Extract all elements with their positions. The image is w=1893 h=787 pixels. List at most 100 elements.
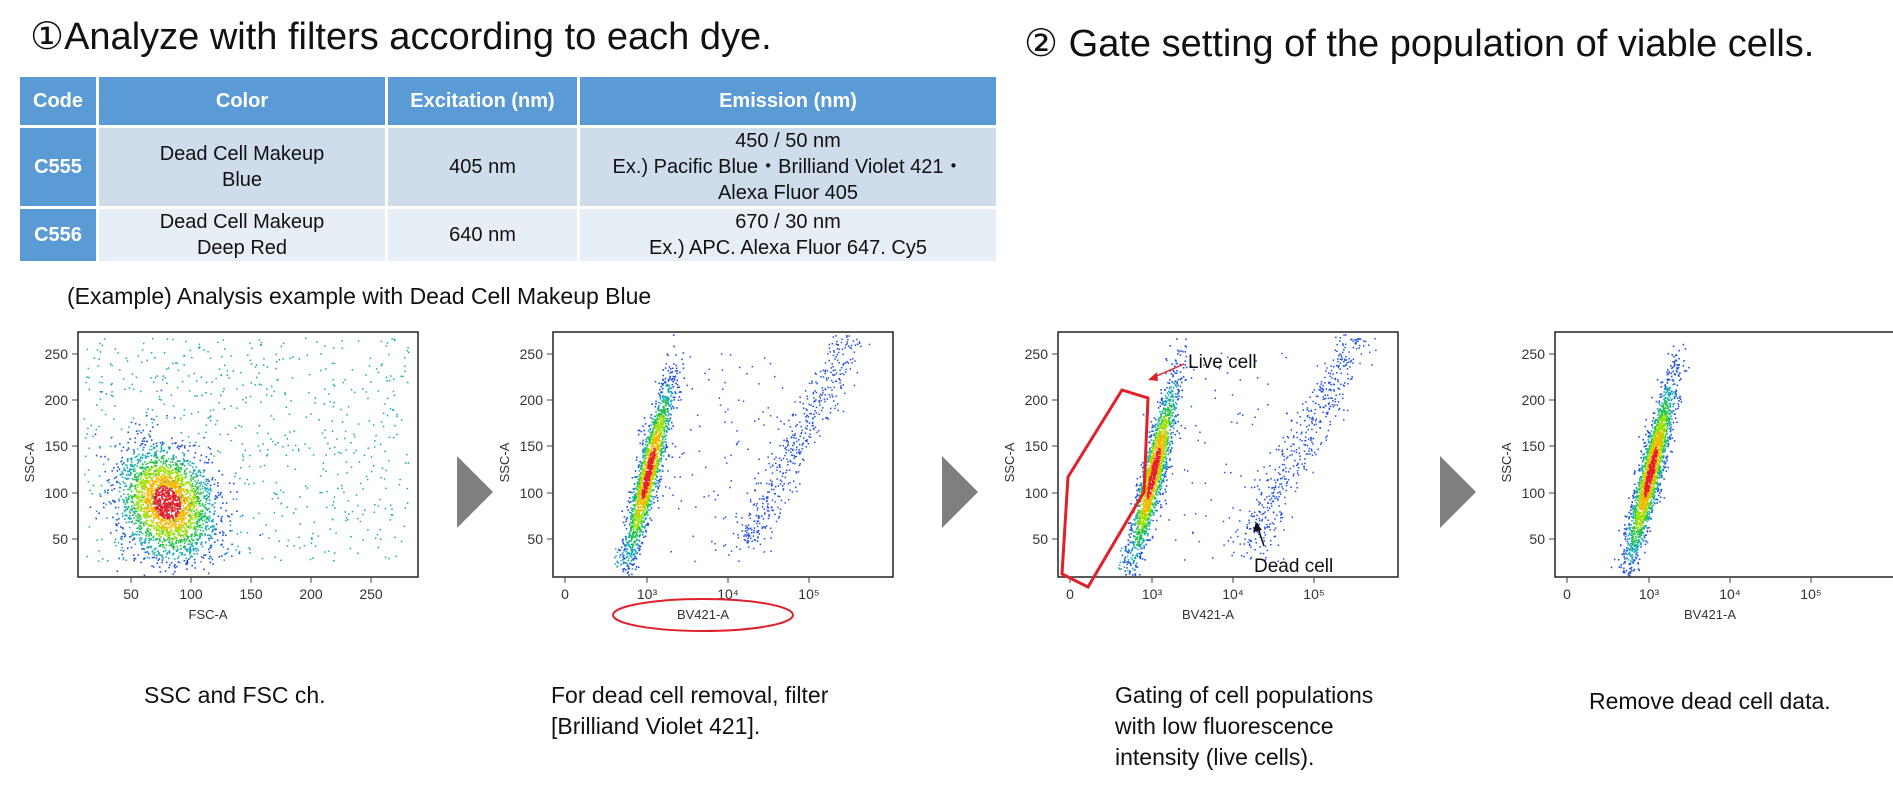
cell-event — [159, 491, 161, 494]
cell-event — [674, 396, 676, 399]
cell-event — [140, 456, 142, 458]
cell-event — [112, 395, 114, 397]
cell-event — [655, 430, 657, 432]
cell-event — [205, 526, 207, 529]
cell-event — [636, 534, 639, 537]
cell-event — [405, 462, 407, 464]
cell-event — [633, 563, 635, 565]
cell-event — [172, 519, 175, 522]
cell-event — [645, 463, 647, 466]
cell-event — [183, 483, 185, 486]
cell-event — [290, 400, 292, 402]
cell-event — [400, 419, 403, 421]
cell-event — [238, 551, 241, 553]
cell-event — [169, 446, 171, 449]
cell-event — [629, 521, 632, 524]
cell-event — [117, 352, 119, 354]
cell-event — [157, 492, 160, 494]
cell-event — [115, 529, 118, 532]
cell-event — [137, 496, 140, 499]
cell-event — [138, 528, 141, 530]
cell-event — [157, 503, 160, 505]
cell-event — [670, 392, 673, 395]
cell-event — [175, 515, 177, 517]
cell-event — [171, 469, 174, 471]
cell-event — [129, 541, 131, 543]
cell-event — [666, 396, 669, 399]
cell-event — [136, 510, 138, 513]
cell-event — [664, 448, 666, 451]
cell-event — [665, 429, 668, 432]
cell-event — [186, 549, 188, 551]
cell-event — [156, 488, 159, 490]
cell-event — [652, 465, 655, 467]
cell-event — [641, 492, 644, 494]
cell-event — [119, 473, 122, 476]
cell-event — [646, 444, 649, 447]
cell-event — [180, 541, 182, 544]
cell-event — [634, 518, 636, 520]
cell-event — [212, 528, 214, 531]
cell-event — [149, 490, 151, 493]
cell-event — [629, 491, 632, 493]
cell-event — [191, 544, 193, 547]
cell-event — [132, 468, 135, 471]
cell-event — [176, 362, 178, 364]
cell-event — [192, 500, 194, 503]
cell-event — [155, 489, 157, 491]
cell-event — [178, 508, 181, 510]
cell-event — [637, 523, 639, 525]
cell-event — [365, 391, 368, 393]
cell-event — [183, 519, 185, 521]
cell-event — [177, 488, 180, 490]
cell-event — [317, 535, 319, 537]
cell-event — [99, 351, 102, 353]
cell-event — [666, 353, 669, 355]
cell-event — [222, 339, 224, 341]
cell-event — [186, 498, 189, 501]
cell-event — [228, 516, 230, 518]
cell-event — [187, 490, 189, 493]
cell-event — [658, 435, 661, 438]
cell-event — [135, 533, 138, 536]
cell-event — [152, 483, 154, 486]
cell-event — [648, 424, 650, 427]
cell-event — [201, 545, 204, 548]
cell-event — [202, 491, 205, 494]
cell-event — [153, 551, 156, 554]
cell-event — [144, 480, 146, 482]
cell-event — [384, 556, 387, 559]
cell-event — [198, 445, 200, 447]
cell-event — [193, 512, 195, 515]
cell-event — [143, 472, 146, 475]
cell-event — [150, 445, 152, 448]
cell-event — [638, 486, 640, 488]
cell-event — [638, 517, 641, 520]
cell-event — [648, 458, 651, 460]
cell-event — [168, 522, 170, 524]
cell-event — [198, 500, 201, 503]
cell-event — [140, 482, 143, 485]
cell-event — [646, 460, 649, 463]
cell-event — [662, 397, 665, 399]
cell-event — [193, 528, 196, 530]
cell-event — [667, 369, 670, 372]
cell-event — [147, 527, 149, 530]
cell-event — [189, 517, 192, 519]
cell-event — [153, 503, 156, 505]
cell-event — [114, 348, 117, 350]
cell-event — [625, 520, 627, 523]
cell-event — [398, 483, 401, 486]
cell-event — [145, 489, 148, 492]
cell-event — [176, 515, 178, 517]
cell-event — [635, 515, 638, 517]
cell-event — [163, 468, 166, 470]
cell-event — [145, 513, 147, 515]
cell-event — [647, 467, 649, 470]
cell-event — [143, 488, 146, 491]
cell-event — [142, 547, 144, 550]
cell-event — [380, 421, 383, 423]
cell-event — [135, 515, 137, 517]
cell-event — [335, 532, 337, 534]
cell-event — [139, 458, 142, 460]
